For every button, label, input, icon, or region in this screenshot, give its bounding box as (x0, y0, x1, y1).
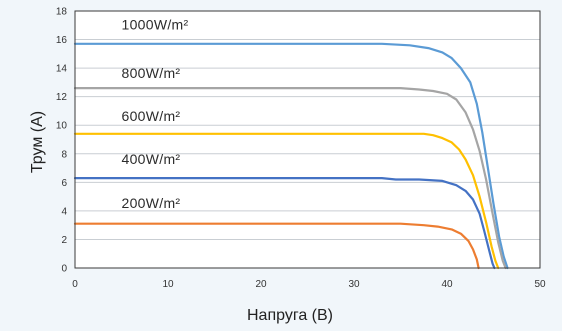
y-tick-label: 4 (61, 206, 67, 217)
x-tick-label: 50 (534, 279, 546, 290)
series-labels: 1000W/m² 800W/m² 600W/m² 400W/m² 200W/m² (122, 17, 189, 211)
series-line-0 (73, 42, 509, 270)
plot-frame (74, 10, 541, 269)
series-label-3: 400W/m² (122, 151, 181, 167)
series-line-1 (73, 87, 507, 270)
series-label-0: 1000W/m² (122, 17, 189, 33)
y-tick-label: 12 (56, 92, 68, 103)
y-tick-label: 10 (56, 121, 68, 132)
y-tick-label: 16 (56, 35, 68, 46)
y-tick-label: 0 (61, 264, 67, 275)
y-axis-title: Трум (А) (29, 111, 46, 173)
x-tick-label: 0 (72, 279, 78, 290)
y-tick-label: 8 (61, 149, 67, 160)
y-tick-label: 6 (61, 178, 67, 189)
series-lines (73, 42, 509, 270)
series-line-3 (73, 177, 496, 270)
x-tick-label: 40 (441, 279, 453, 290)
plot-background (75, 11, 540, 268)
series-label-4: 200W/m² (122, 195, 181, 211)
x-axis-title: Напруга (В) (247, 307, 333, 324)
x-axis-ticks: 0 10 20 30 40 50 (72, 279, 546, 290)
series-label-2: 600W/m² (122, 108, 181, 124)
y-axis-ticks: 0 2 4 6 8 10 12 14 16 18 (56, 7, 68, 275)
y-tick-label: 18 (56, 7, 68, 18)
x-tick-label: 30 (348, 279, 360, 290)
y-tick-label: 2 (61, 235, 67, 246)
y-tick-label: 14 (56, 64, 68, 75)
series-line-2 (73, 132, 500, 270)
series-label-1: 800W/m² (122, 65, 181, 81)
x-tick-label: 20 (255, 279, 267, 290)
gridlines (75, 39, 540, 240)
x-tick-label: 10 (162, 279, 174, 290)
series-line-4 (73, 222, 480, 270)
